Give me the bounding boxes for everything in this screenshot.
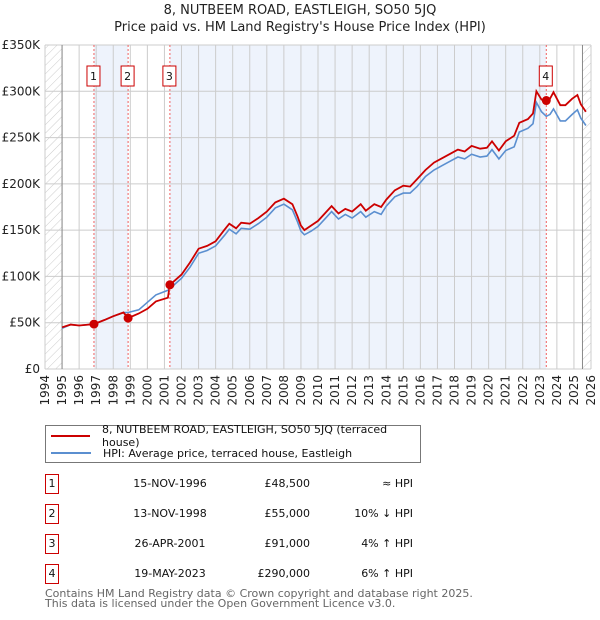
- hpi-comparison: 6% ↑ HPI: [361, 567, 413, 580]
- x-tick-label: 2014: [379, 375, 393, 406]
- hpi-comparison: 10% ↓ HPI: [354, 507, 413, 520]
- x-tick-label: 2008: [277, 375, 291, 406]
- y-tick-label: £350K: [2, 38, 42, 52]
- x-tick-label: 2018: [448, 375, 462, 406]
- period-band: [62, 45, 94, 369]
- no-data-hatch: [45, 45, 63, 369]
- sale-number-badge: 3: [45, 534, 59, 554]
- legend-label: HPI: Average price, terraced house, East…: [103, 446, 353, 460]
- table-row: 3 26-APR-2001 £91,000 4% ↑ HPI: [45, 534, 413, 554]
- sale-point: [123, 313, 133, 323]
- table-row: 1 15-NOV-1996 £48,500 ≈ HPI: [45, 474, 413, 494]
- sale-label: 4: [542, 70, 549, 83]
- y-tick-label: £100K: [2, 269, 42, 283]
- legend: 8, NUTBEEM ROAD, EASTLEIGH, SO50 5JQ (te…: [45, 423, 421, 463]
- x-tick-label: 1996: [72, 375, 86, 406]
- y-tick-label: £250K: [2, 131, 42, 145]
- table-row: 2 13-NOV-1998 £55,000 10% ↓ HPI: [45, 504, 413, 524]
- x-tick-label: 1997: [89, 375, 103, 406]
- sale-label-box: [120, 65, 135, 87]
- y-tick-label: £50K: [9, 316, 41, 330]
- x-tick-label: 2010: [311, 375, 325, 406]
- x-tick-label: 2021: [499, 375, 513, 406]
- x-tick-label: 2011: [328, 375, 342, 406]
- x-tick-label: 2019: [465, 375, 479, 406]
- sale-point: [165, 280, 175, 290]
- x-tick-label: 1999: [123, 375, 137, 406]
- x-tick-label: 1994: [38, 375, 52, 406]
- x-tick-label: 2023: [533, 375, 547, 406]
- x-tick-label: 2005: [226, 375, 240, 406]
- x-tick-label: 2026: [584, 375, 598, 406]
- x-tick-label: 2013: [362, 375, 376, 406]
- period-band: [128, 45, 170, 369]
- x-tick-label: 2022: [516, 375, 530, 406]
- legend-swatch-blue: [51, 452, 91, 454]
- sale-date: 13-NOV-1998: [133, 507, 207, 520]
- y-tick-label: £200K: [2, 177, 42, 191]
- sale-number-badge: 2: [45, 504, 59, 524]
- legend-label: 8, NUTBEEM ROAD, EASTLEIGH, SO50 5JQ (te…: [102, 423, 388, 449]
- footer: Contains HM Land Registry data © Crown c…: [45, 587, 473, 610]
- x-tick-label: 2009: [294, 375, 308, 406]
- price-chart: 1994 1995 1996 1997 1998 1999 2000 2001 2002 2003…: [2, 38, 598, 406]
- sale-label: 1: [90, 70, 97, 83]
- period-band: [93, 45, 129, 369]
- x-tick-label: 2001: [157, 375, 171, 406]
- sale-label: 2: [124, 70, 131, 83]
- footer-line: This data is licensed under the Open Gov…: [45, 597, 396, 610]
- x-tick-label: 1995: [55, 375, 69, 406]
- x-tick-label: 2012: [345, 375, 359, 406]
- sale-label: 3: [166, 70, 173, 83]
- sale-number-badge: 1: [45, 474, 59, 494]
- y-tick-label: £0: [25, 362, 40, 376]
- hpi-comparison: ≈ HPI: [382, 477, 413, 490]
- y-tick-label: £300K: [2, 84, 42, 98]
- sale-price: £55,000: [264, 507, 311, 520]
- x-tick-label: 2000: [140, 375, 154, 406]
- sale-label-box: [538, 65, 553, 87]
- sale-number-badge: 4: [45, 564, 59, 584]
- x-tick-label: 2004: [209, 375, 223, 406]
- table-row: 4 19-MAY-2023 £290,000 6% ↑ HPI: [45, 564, 413, 584]
- sale-date: 15-NOV-1996: [133, 477, 207, 490]
- sale-point: [541, 96, 551, 106]
- hpi-comparison: 4% ↑ HPI: [361, 537, 413, 550]
- legend-item-hpi: HPI: Average price, terraced house, East…: [46, 445, 352, 461]
- x-tick-label: 2007: [260, 375, 274, 406]
- no-data-hatch: [582, 45, 591, 369]
- sale-price: £48,500: [264, 477, 311, 490]
- y-tick-label: £150K: [2, 223, 42, 237]
- sale-price: £290,000: [257, 567, 311, 580]
- footer-line: Contains HM Land Registry data © Crown c…: [45, 587, 473, 600]
- chart-title: 8, NUTBEEM ROAD, EASTLEIGH, SO50 5JQ: [163, 3, 437, 18]
- sale-date: 26-APR-2001: [134, 537, 206, 550]
- x-tick-label: 2020: [482, 375, 496, 406]
- sale-label-box: [86, 65, 101, 87]
- x-tick-label: 2015: [396, 375, 410, 406]
- x-tick-label: 2006: [243, 375, 257, 406]
- legend-swatch-red: [51, 435, 91, 437]
- chart-subtitle: Price paid vs. HM Land Registry's House …: [114, 20, 486, 35]
- x-tick-label: 1998: [106, 375, 120, 406]
- x-tick-label: 2016: [413, 375, 427, 406]
- x-tick-label: 2003: [192, 375, 206, 406]
- x-tick-label: 2024: [550, 375, 564, 406]
- sale-point: [89, 319, 99, 329]
- sale-date: 19-MAY-2023: [134, 567, 206, 580]
- sale-label-box: [162, 65, 177, 87]
- x-tick-label: 2017: [430, 375, 444, 406]
- sale-price: £91,000: [264, 537, 311, 550]
- x-tick-label: 2002: [175, 375, 189, 406]
- period-band: [546, 45, 583, 369]
- x-tick-label: 2025: [567, 375, 581, 406]
- legend-item-property: 8, NUTBEEM ROAD, EASTLEIGH, SO50 5JQ (te…: [46, 423, 420, 449]
